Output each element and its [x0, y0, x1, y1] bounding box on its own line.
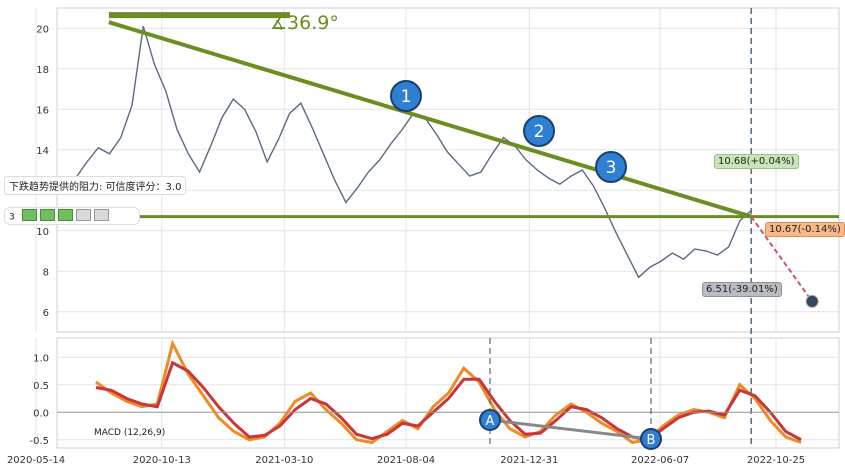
x-tick-label: 2022-10-25 — [747, 455, 805, 466]
current-price-text: 10.68(+0.04%) — [718, 156, 795, 167]
last-price-text: 10.67(-0.14%) — [769, 224, 841, 235]
macd-y-tick-label: 0.5 — [33, 381, 49, 392]
rating-inactive-icon — [93, 209, 109, 221]
resistance-callout-text: 下跌趋势提供的阻力: 可信度评分：3.0 — [9, 182, 182, 193]
resistance-callout: 下跌趋势提供的阻力: 可信度评分：3.0 — [4, 176, 187, 195]
x-tick-label: 2020-10-13 — [133, 455, 191, 466]
rating-number: 3 — [9, 212, 15, 223]
price-y-tick-label: 10 — [36, 227, 49, 238]
macd-y-tick-label: -0.5 — [29, 436, 49, 447]
macd-label-text: MACD (12,26,9) — [94, 428, 166, 438]
wave-marker — [523, 115, 555, 147]
target-price-callout: 6.51(-39.01%) — [702, 282, 782, 297]
signal-line — [95, 360, 802, 442]
divergence-marker — [479, 409, 501, 431]
x-tick-label: 2022-06-07 — [631, 455, 689, 466]
price-panel-frame — [56, 7, 840, 333]
price-y-tick-label: 8 — [43, 267, 49, 278]
wave-marker — [595, 151, 627, 183]
current-price-callout: 10.68(+0.04%) — [714, 154, 799, 169]
price-y-tick-label: 14 — [36, 146, 49, 157]
rating-icons — [21, 209, 109, 224]
rating-inactive-icon — [75, 209, 91, 221]
divergence-label: A — [486, 414, 495, 429]
macd-label: MACD (12,26,9) — [94, 428, 165, 438]
forecast-line — [750, 215, 813, 303]
rating-active-icon — [21, 209, 37, 221]
rating-bar: 3 — [4, 207, 140, 225]
price-y-tick-label: 20 — [36, 24, 49, 35]
price-y-tick-label: 16 — [36, 105, 49, 116]
wave-marker — [390, 80, 422, 112]
macd-y-tick-label: 0.0 — [33, 408, 49, 419]
x-tick-label: 2021-08-04 — [377, 455, 435, 466]
macd-y-tick-label: 1.0 — [33, 353, 49, 364]
last-price-callout: 10.67(-0.14%) — [765, 222, 845, 237]
resistance-trend-line — [108, 20, 752, 219]
x-tick-label: 2020-05-14 — [7, 455, 65, 466]
angle-label-text: ∡36.9° — [270, 12, 339, 34]
forecast-target-marker — [805, 294, 819, 308]
wave-label: 3 — [606, 158, 617, 178]
macd-line — [95, 339, 802, 445]
price-y-tick-label: 18 — [36, 65, 49, 76]
wave-label: 2 — [534, 122, 545, 142]
divergence-marker — [640, 428, 662, 450]
divergence-label: B — [647, 433, 656, 448]
rating-active-icon — [57, 209, 73, 221]
divergence-line — [489, 418, 652, 441]
angle-label: ∡36.9° — [270, 12, 339, 34]
x-tick-label: 2021-03-10 — [255, 455, 313, 466]
rating-active-icon — [39, 209, 55, 221]
target-price-text: 6.51(-39.01%) — [706, 284, 778, 295]
wave-label: 1 — [401, 87, 412, 107]
x-tick-label: 2021-12-31 — [500, 455, 558, 466]
price-y-tick-label: 6 — [43, 308, 49, 319]
